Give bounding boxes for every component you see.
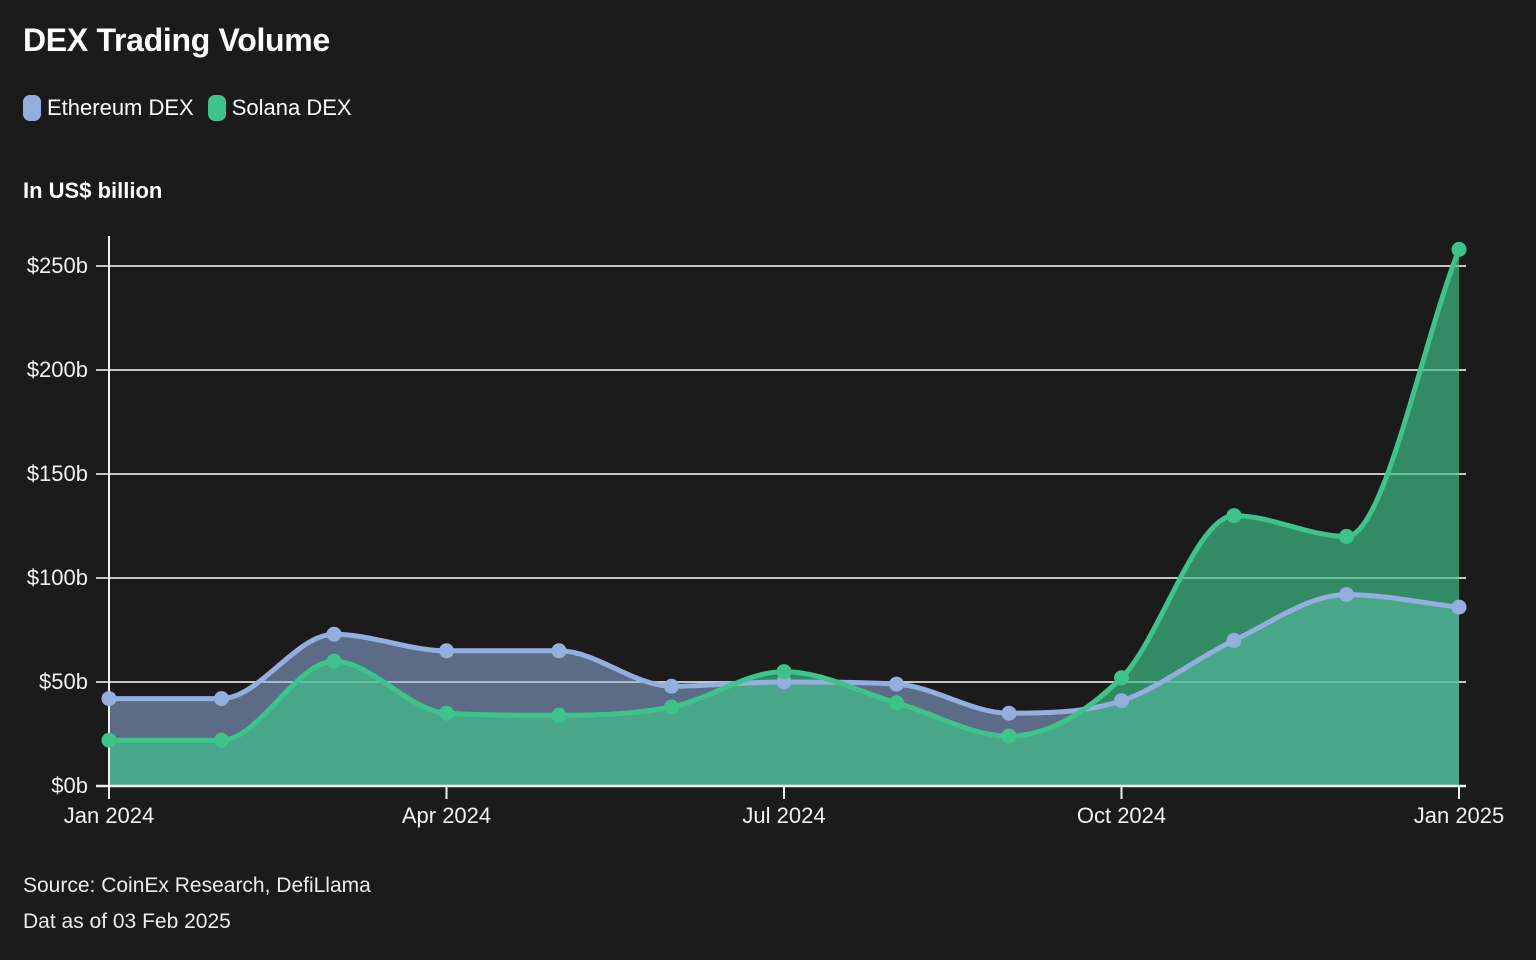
point-solana-may-2024[interactable] <box>552 708 567 723</box>
x-axis-label-jul-2024: Jul 2024 <box>742 801 825 831</box>
point-solana-apr-2024[interactable] <box>439 706 454 721</box>
y-axis-label-$150b: $150b <box>0 459 88 489</box>
source-note: Source: CoinEx Research, DefiLlama Dat a… <box>23 868 371 940</box>
point-ethereum-aug-2024[interactable] <box>889 677 904 692</box>
legend-swatch-ethereum <box>23 95 41 121</box>
point-ethereum-may-2024[interactable] <box>552 643 567 658</box>
point-ethereum-nov-2024[interactable] <box>1227 633 1242 648</box>
point-ethereum-jan-2025[interactable] <box>1452 600 1467 615</box>
legend-item-ethereum: Ethereum DEX <box>23 95 194 121</box>
point-solana-jul-2024[interactable] <box>777 664 792 679</box>
point-ethereum-mar-2024[interactable] <box>327 627 342 642</box>
point-ethereum-feb-2024[interactable] <box>214 691 229 706</box>
y-axis-label-$250b: $250b <box>0 251 88 281</box>
point-ethereum-apr-2024[interactable] <box>439 643 454 658</box>
axis-unit-label: In US$ billion <box>23 178 162 204</box>
point-solana-aug-2024[interactable] <box>889 695 904 710</box>
y-axis-label-$200b: $200b <box>0 355 88 385</box>
point-solana-oct-2024[interactable] <box>1114 670 1129 685</box>
point-solana-mar-2024[interactable] <box>327 654 342 669</box>
chart-page: { "footer": { "source_line1": "Source: C… <box>0 0 1536 960</box>
x-axis-label-oct-2024: Oct 2024 <box>1077 801 1166 831</box>
point-solana-jun-2024[interactable] <box>664 700 679 715</box>
y-axis-label-$50b: $50b <box>0 667 88 697</box>
point-ethereum-jun-2024[interactable] <box>664 679 679 694</box>
asof-line: Dat as of 03 Feb 2025 <box>23 904 371 940</box>
point-solana-dec-2024[interactable] <box>1339 529 1354 544</box>
legend-item-solana: Solana DEX <box>208 95 352 121</box>
y-axis-label-$0b: $0b <box>0 771 88 801</box>
point-ethereum-sep-2024[interactable] <box>1002 706 1017 721</box>
point-solana-feb-2024[interactable] <box>214 733 229 748</box>
point-solana-jan-2025[interactable] <box>1452 242 1467 257</box>
legend-label-ethereum: Ethereum DEX <box>47 95 194 121</box>
chart-title: DEX Trading Volume <box>23 22 330 59</box>
chart-plot-area <box>0 230 1536 850</box>
point-ethereum-oct-2024[interactable] <box>1114 693 1129 708</box>
point-solana-nov-2024[interactable] <box>1227 508 1242 523</box>
point-ethereum-dec-2024[interactable] <box>1339 587 1354 602</box>
point-ethereum-jan-2024[interactable] <box>102 691 117 706</box>
point-solana-jan-2024[interactable] <box>102 733 117 748</box>
legend-label-solana: Solana DEX <box>232 95 352 121</box>
x-axis-label-jan-2024: Jan 2024 <box>64 801 155 831</box>
legend: Ethereum DEX Solana DEX <box>23 95 352 121</box>
y-axis-label-$100b: $100b <box>0 563 88 593</box>
legend-swatch-solana <box>208 95 226 121</box>
x-axis-label-jan-2025: Jan 2025 <box>1414 801 1505 831</box>
point-solana-sep-2024[interactable] <box>1002 729 1017 744</box>
x-axis-label-apr-2024: Apr 2024 <box>402 801 491 831</box>
source-line: Source: CoinEx Research, DefiLlama <box>23 868 371 904</box>
